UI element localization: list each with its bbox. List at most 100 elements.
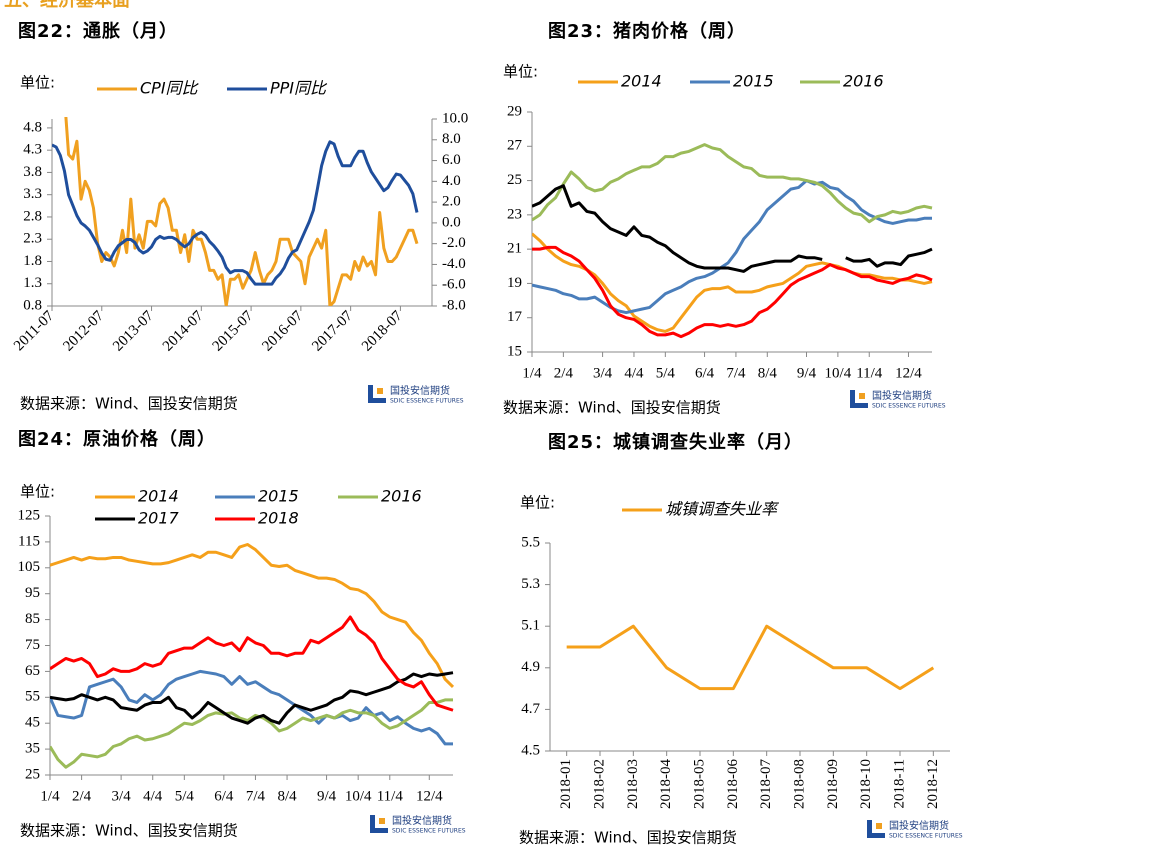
x-tick-label: 2011-07 xyxy=(11,308,58,355)
y-tick-label: 2.3 xyxy=(23,231,42,247)
series-line xyxy=(566,624,935,691)
legend-label: 2014 xyxy=(138,487,179,506)
logo-sub: SDIC ESSENCE FUTURES xyxy=(392,828,466,835)
x-tick-label: 2018-05 xyxy=(691,759,707,809)
y-tick-label: 125 xyxy=(18,507,41,523)
x-tick-label: 8/4 xyxy=(277,788,297,804)
source-note: 数据来源：Wind、国投安信期货 xyxy=(503,399,721,417)
x-tick-label: 9/4 xyxy=(797,365,817,381)
x-tick-label: 5/4 xyxy=(175,788,195,804)
logo-mark xyxy=(876,823,882,829)
chart-title: 图24：原油价格（周） xyxy=(18,428,216,450)
series-line xyxy=(52,140,419,286)
y-tick-label: 0.0 xyxy=(442,214,461,230)
logo-name: 国投安信期货 xyxy=(392,814,452,827)
x-tick-label: 9/4 xyxy=(317,788,337,804)
logo-mark xyxy=(859,393,865,399)
logo-name: 国投安信期货 xyxy=(889,819,949,832)
series-line xyxy=(532,143,933,224)
y-tick-label: 3.3 xyxy=(23,186,42,202)
source-note: 数据来源：Wind、国投安信期货 xyxy=(20,395,238,413)
logo-sub: SDIC ESSENCE FUTURES xyxy=(390,398,464,405)
x-tick-label: 3/4 xyxy=(593,365,613,381)
x-tick-label: 2016-07 xyxy=(259,308,306,355)
logo-name: 国投安信期货 xyxy=(390,384,450,397)
x-tick-label: 7/4 xyxy=(726,365,746,381)
series-line xyxy=(50,698,453,769)
y-tick-label: 3.8 xyxy=(23,164,42,180)
y-tick-label: 6.0 xyxy=(442,152,461,168)
series-line xyxy=(532,245,933,339)
y-tick-label: 23 xyxy=(507,206,522,222)
x-tick-label: 5/4 xyxy=(656,365,676,381)
source-note: 数据来源：Wind、国投安信期货 xyxy=(519,829,737,847)
series-line xyxy=(50,542,455,689)
x-tick-label: 2014-07 xyxy=(160,308,207,355)
y-tick-label: 2.8 xyxy=(23,208,42,224)
chart-title: 图22：通胀（月） xyxy=(18,21,178,42)
unit-label: 单位: xyxy=(20,483,55,501)
y-tick-label: -8.0 xyxy=(442,297,466,313)
legend-label: 2016 xyxy=(381,487,422,506)
series-line xyxy=(532,184,933,273)
series-line xyxy=(532,179,932,315)
y-tick-label: 27 xyxy=(507,138,523,154)
x-tick-label: 2012-07 xyxy=(60,308,107,355)
unit-label: 单位: xyxy=(20,74,55,92)
x-tick-label: 11/4 xyxy=(377,788,404,804)
unit-label: 单位: xyxy=(520,494,555,512)
legend-label: PPI同比 xyxy=(270,79,328,98)
y-tick-label: -2.0 xyxy=(442,235,466,251)
y-tick-label: 85 xyxy=(25,611,40,627)
legend-label: CPI同比 xyxy=(140,79,200,98)
x-tick-label: 12/4 xyxy=(416,788,443,804)
series-line xyxy=(50,615,454,712)
x-tick-label: 1/4 xyxy=(522,365,542,381)
y-tick-label: 29 xyxy=(507,103,522,119)
y-tick-label: -4.0 xyxy=(442,256,466,272)
section-title: 五、经济基本面 xyxy=(4,0,130,11)
y-tick-label: 8.0 xyxy=(442,131,461,147)
legend-label: 城镇调查失业率 xyxy=(665,500,780,519)
y-tick-label: 4.8 xyxy=(23,119,42,135)
legend-label: 2016 xyxy=(843,72,884,91)
x-tick-label: 3/4 xyxy=(112,788,132,804)
y-tick-label: 5.5 xyxy=(521,534,540,550)
y-tick-label: 25 xyxy=(507,172,522,188)
x-tick-label: 11/4 xyxy=(856,365,883,381)
logo-mark xyxy=(379,818,385,824)
y-tick-label: 19 xyxy=(507,275,522,291)
y-tick-label: 4.7 xyxy=(521,701,540,717)
x-tick-label: 10/4 xyxy=(825,365,852,381)
x-tick-label: 4/4 xyxy=(624,365,644,381)
x-tick-label: 2018-01 xyxy=(558,759,574,809)
series-line xyxy=(50,671,454,725)
x-tick-label: 2018-02 xyxy=(591,759,607,809)
legend-label: 2015 xyxy=(258,487,299,506)
y-tick-label: 2.0 xyxy=(442,194,461,210)
y-tick-label: -6.0 xyxy=(442,277,466,293)
x-tick-label: 2018-09 xyxy=(825,759,841,809)
chart-title: 图23：猪肉价格（周） xyxy=(548,20,746,42)
x-tick-label: 12/4 xyxy=(895,365,922,381)
x-tick-label: 2018-07 xyxy=(359,308,406,355)
y-tick-label: 4.0 xyxy=(442,173,461,189)
y-tick-label: 35 xyxy=(25,741,40,757)
logo-sub: SDIC ESSENCE FUTURES xyxy=(872,403,946,410)
y-tick-label: 75 xyxy=(25,637,40,653)
x-tick-label: 2018-03 xyxy=(625,759,641,809)
logo-name: 国投安信期货 xyxy=(872,389,932,402)
x-tick-label: 2018-10 xyxy=(858,759,874,809)
x-tick-label: 2018-06 xyxy=(725,759,741,809)
legend-label: 2018 xyxy=(258,509,299,528)
x-tick-label: 2/4 xyxy=(72,788,92,804)
x-tick-label: 2018-08 xyxy=(791,759,807,809)
x-tick-label: 4/4 xyxy=(143,788,163,804)
x-tick-label: 1/4 xyxy=(40,788,60,804)
x-tick-label: 2018-07 xyxy=(758,759,774,809)
y-tick-label: 4.3 xyxy=(23,142,42,158)
x-tick-label: 2017-07 xyxy=(309,308,356,355)
y-tick-label: 5.3 xyxy=(521,576,540,592)
x-tick-label: 2018-11 xyxy=(891,759,907,808)
